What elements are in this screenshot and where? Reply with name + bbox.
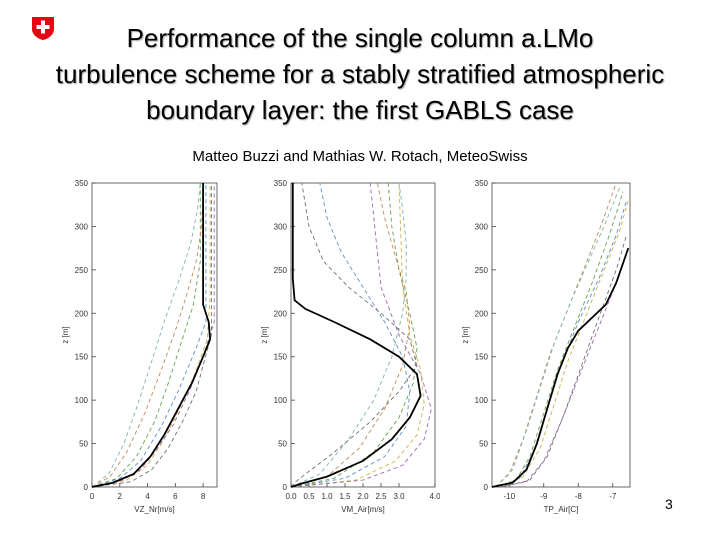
series-line-model-2 xyxy=(495,191,624,488)
series-line-a-lmo xyxy=(491,247,630,488)
series-line-model-5 xyxy=(91,183,215,488)
x-tick-label: -8 xyxy=(575,492,583,501)
y-tick-label: 300 xyxy=(475,222,489,231)
series-line-model-4 xyxy=(91,182,204,488)
y-tick-label: 100 xyxy=(75,396,89,405)
plot-mean-wind: 0 50 100 150 200 250 300 350 0.0 0.5 1.0 1.5 2.0 2.5 3… xyxy=(260,179,440,514)
plot-frame xyxy=(491,182,631,488)
y-tick-label: 150 xyxy=(475,353,489,362)
series-line-model-7 xyxy=(502,234,628,488)
y-axis-label: z [m] xyxy=(260,326,269,343)
title-line-2: turbulence scheme for a stably stratifie… xyxy=(55,59,665,89)
y-tick-label: 350 xyxy=(274,179,288,188)
x-tick-label: 2.5 xyxy=(375,492,387,501)
y-tick-label: 0 xyxy=(484,483,489,492)
y-tick-label: 50 xyxy=(79,440,88,449)
x-tick-label: 4 xyxy=(145,492,150,501)
x-tick-label: 2.0 xyxy=(357,492,369,501)
x-tick-label: 1.0 xyxy=(321,492,333,501)
x-tick-label: -9 xyxy=(540,492,548,501)
series-line-model-3 xyxy=(502,200,629,488)
plot-axes: 0 50 100 150 200 250 300 350 0.0 0.5 1.0 1.5 2.0 2.5 3… xyxy=(260,179,440,514)
x-tick-label: 3.0 xyxy=(393,492,405,501)
series-line-model-7 xyxy=(91,183,212,488)
x-tick-label: -7 xyxy=(609,492,617,501)
series-line-model-2 xyxy=(91,183,201,488)
title-line-3: boundary layer: the first GABLS case xyxy=(146,95,574,125)
series-line-model-2 xyxy=(290,182,418,488)
y-tick-label: 200 xyxy=(274,309,288,318)
y-tick-label: 150 xyxy=(274,353,288,362)
plot-frame xyxy=(91,182,218,488)
y-tick-label: 100 xyxy=(274,396,288,405)
plot-axes: 0 50 100 150 200 250 300 350 -10 -9 -8 -7 TP_Air[C] z… xyxy=(461,179,631,514)
x-tick-label: 0.5 xyxy=(303,492,315,501)
y-tick-label: 50 xyxy=(278,440,287,449)
slide-title: Performance of the single column a.LMo t… xyxy=(0,20,720,128)
y-tick-label: 0 xyxy=(84,483,89,492)
series-line-a-lmo xyxy=(91,183,212,488)
y-axis-label: z [m] xyxy=(61,326,70,343)
plot-axes: 0 50 100 150 200 250 300 350 0 2 4 6 8 VZ_Nr[m/s] z [m… xyxy=(61,179,218,514)
x-axis-label: VM_Air[m/s] xyxy=(341,505,385,514)
plot-wind-speed: 0 50 100 150 200 250 300 350 0 2 4 6 8 VZ_Nr[m/s] z [m… xyxy=(61,179,218,514)
series-line-model-4 xyxy=(290,182,411,488)
x-axis-label: TP_Air[C] xyxy=(544,505,579,514)
author-line: Matteo Buzzi and Mathias W. Rotach, Mete… xyxy=(192,148,528,165)
y-tick-label: 350 xyxy=(75,179,89,188)
x-tick-label: 1.5 xyxy=(339,492,351,501)
x-tick-label: -10 xyxy=(503,492,515,501)
y-tick-label: 250 xyxy=(475,266,489,275)
series-line-model-1 xyxy=(498,200,628,488)
y-tick-label: 200 xyxy=(75,309,89,318)
page-number: 3 xyxy=(665,496,673,512)
x-axis-label: VZ_Nr[m/s] xyxy=(134,505,174,514)
series-line-model-6 xyxy=(290,182,407,488)
series-line-model-1 xyxy=(290,182,411,488)
series-line-model-5 xyxy=(290,182,432,488)
series-line-model-1 xyxy=(91,183,207,488)
x-tick-label: 0 xyxy=(90,492,95,501)
series-line-model-6 xyxy=(91,182,201,488)
series-line-a-lmo xyxy=(290,183,422,488)
x-tick-label: 8 xyxy=(201,492,206,501)
series-line-model-6 xyxy=(495,187,621,488)
series-line-model-3 xyxy=(91,183,211,488)
series-line-model-5 xyxy=(498,252,628,488)
swiss-cross-logo xyxy=(30,15,56,41)
y-tick-label: 0 xyxy=(283,483,288,492)
y-tick-label: 300 xyxy=(274,222,288,231)
y-axis-label: z [m] xyxy=(461,326,470,343)
y-tick-label: 150 xyxy=(75,353,89,362)
y-tick-label: 250 xyxy=(75,266,89,275)
y-tick-label: 100 xyxy=(475,396,489,405)
x-tick-label: 0.0 xyxy=(285,492,297,501)
series-line-model-3 xyxy=(290,182,425,488)
y-tick-label: 300 xyxy=(75,222,89,231)
y-tick-label: 350 xyxy=(475,179,489,188)
x-tick-label: 2 xyxy=(118,492,123,501)
plot-temperature: 0 50 100 150 200 250 300 350 -10 -9 -8 -7 TP_Air[C] z… xyxy=(461,179,631,514)
y-tick-label: 250 xyxy=(274,266,288,275)
y-tick-label: 50 xyxy=(479,440,488,449)
series-line-model-4 xyxy=(495,182,617,488)
x-tick-label: 4.0 xyxy=(429,492,440,501)
x-tick-label: 6 xyxy=(173,492,178,501)
title-line-1: Performance of the single column a.LMo xyxy=(126,23,594,53)
y-tick-label: 200 xyxy=(475,309,489,318)
series-line-model-7 xyxy=(290,182,418,488)
